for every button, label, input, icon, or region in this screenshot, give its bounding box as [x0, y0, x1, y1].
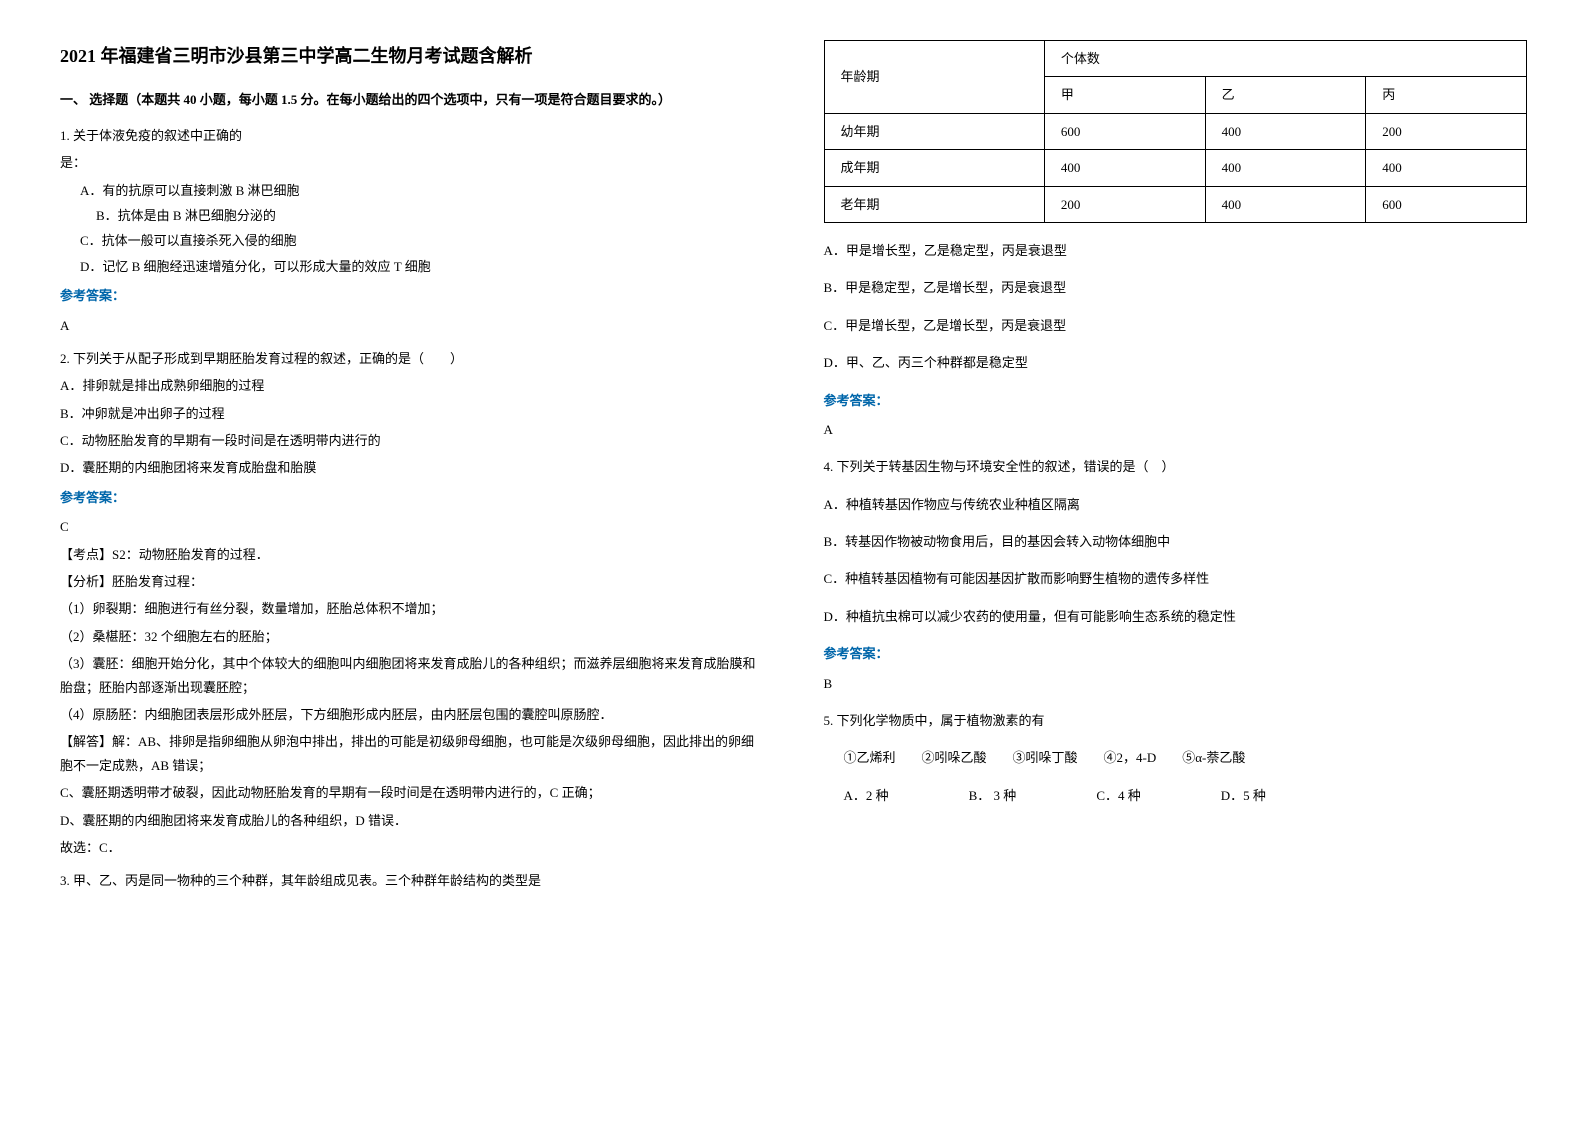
q2-analysis-6: （4）原肠胚：内细胞团表层形成外胚层，下方细胞形成内胚层，由内胚层包围的囊腔叫原… — [60, 703, 764, 726]
q2-analysis-2: 【分析】胚胎发育过程： — [60, 570, 764, 593]
q2-analysis-1: 【考点】S2：动物胚胎发育的过程． — [60, 543, 764, 566]
table-col-c: 丙 — [1366, 77, 1527, 113]
table-cell: 200 — [1044, 186, 1205, 222]
table-cell: 成年期 — [824, 150, 1044, 186]
table-row: 幼年期 600 400 200 — [824, 113, 1527, 149]
q2-option-a: A．排卵就是排出成熟卵细胞的过程 — [60, 374, 764, 397]
q3-stem: 3. 甲、乙、丙是同一物种的三个种群，其年龄组成见表。三个种群年龄结构的类型是 — [60, 869, 764, 892]
q4-option-d: D．种植抗虫棉可以减少农药的使用量，但有可能影响生态系统的稳定性 — [824, 605, 1528, 628]
q2-option-d: D．囊胚期的内细胞团将来发育成胎盘和胎膜 — [60, 456, 764, 479]
table-col-b: 乙 — [1205, 77, 1366, 113]
q4-answer-label: 参考答案： — [824, 642, 1528, 665]
q5-options-line: ①乙烯利 ②吲哚乙酸 ③吲哚丁酸 ④2，4-D ⑤α-萘乙酸 — [844, 746, 1528, 769]
table-cell: 400 — [1205, 113, 1366, 149]
q1-answer-label: 参考答案： — [60, 284, 764, 307]
q2-analysis-5: （3）囊胚：细胞开始分化，其中个体较大的细胞叫内细胞团将来发育成胎儿的各种组织；… — [60, 652, 764, 699]
q3-answer: A — [824, 418, 1528, 441]
table-row: 成年期 400 400 400 — [824, 150, 1527, 186]
q2-analysis-8: C、囊胚期透明带才破裂，因此动物胚胎发育的早期有一段时间是在透明带内进行的，C … — [60, 781, 764, 804]
table-header-age: 年龄期 — [824, 41, 1044, 114]
q2-analysis-9: D、囊胚期的内细胞团将来发育成胎儿的各种组织，D 错误． — [60, 809, 764, 832]
q2-analysis-7: 【解答】解：AB、排卵是指卵细胞从卵泡中排出，排出的可能是初级卵母细胞，也可能是… — [60, 730, 764, 777]
table-cell: 400 — [1366, 150, 1527, 186]
table-cell: 400 — [1044, 150, 1205, 186]
q2-analysis-3: （1）卵裂期：细胞进行有丝分裂，数量增加，胚胎总体积不增加； — [60, 597, 764, 620]
q3-option-d: D．甲、乙、丙三个种群都是稳定型 — [824, 351, 1528, 374]
q3-option-a: A．甲是增长型，乙是稳定型，丙是衰退型 — [824, 239, 1528, 262]
q2-stem: 2. 下列关于从配子形成到早期胚胎发育过程的叙述，正确的是（ ） — [60, 347, 764, 370]
q2-analysis-10: 故选：C． — [60, 836, 764, 859]
q3-answer-label: 参考答案： — [824, 389, 1528, 412]
table-cell: 老年期 — [824, 186, 1044, 222]
q4-stem: 4. 下列关于转基因生物与环境安全性的叙述，错误的是（ ） — [824, 455, 1528, 478]
q4-answer: B — [824, 672, 1528, 695]
q1-answer: A — [60, 314, 764, 337]
table-row: 老年期 200 400 600 — [824, 186, 1527, 222]
q5-ans-a: A．2 种 — [844, 784, 889, 807]
q3-option-b: B．甲是稳定型，乙是增长型，丙是衰退型 — [824, 276, 1528, 299]
question-1: 1. 关于体液免疫的叙述中正确的 是： A．有的抗原可以直接刺激 B 淋巴细胞 … — [60, 124, 764, 337]
q2-option-c: C．动物胚胎发育的早期有一段时间是在透明带内进行的 — [60, 429, 764, 452]
q1-option-b: B．抗体是由 B 淋巴细胞分泌的 — [96, 204, 764, 227]
table-cell: 幼年期 — [824, 113, 1044, 149]
q5-answer-options: A．2 种 B． 3 种 C．4 种 D．5 种 — [844, 784, 1528, 807]
right-column: 年龄期 个体数 甲 乙 丙 幼年期 600 400 200 成年期 400 40… — [824, 40, 1528, 897]
q5-ans-d: D．5 种 — [1221, 784, 1266, 807]
q4-option-a: A．种植转基因作物应与传统农业种植区隔离 — [824, 493, 1528, 516]
q2-answer: C — [60, 515, 764, 538]
q4-option-b: B．转基因作物被动物食用后，目的基因会转入动物体细胞中 — [824, 530, 1528, 553]
table-header-count: 个体数 — [1044, 41, 1526, 77]
q5-stem: 5. 下列化学物质中，属于植物激素的有 — [824, 709, 1528, 732]
q1-option-c: C．抗体一般可以直接杀死入侵的细胞 — [80, 229, 764, 252]
q4-option-c: C．种植转基因植物有可能因基因扩散而影响野生植物的遗传多样性 — [824, 567, 1528, 590]
table-row: 年龄期 个体数 — [824, 41, 1527, 77]
left-column: 2021 年福建省三明市沙县第三中学高二生物月考试题含解析 一、 选择题（本题共… — [60, 40, 764, 897]
q1-stem1: 1. 关于体液免疫的叙述中正确的 — [60, 124, 764, 147]
table-cell: 600 — [1044, 113, 1205, 149]
table-cell: 400 — [1205, 150, 1366, 186]
q2-analysis-4: （2）桑椹胚：32 个细胞左右的胚胎； — [60, 625, 764, 648]
q2-answer-label: 参考答案： — [60, 486, 764, 509]
section-header: 一、 选择题（本题共 40 小题，每小题 1.5 分。在每小题给出的四个选项中，… — [60, 88, 764, 111]
q5-ans-c: C．4 种 — [1096, 784, 1140, 807]
q1-option-a: A．有的抗原可以直接刺激 B 淋巴细胞 — [80, 179, 764, 202]
q2-option-b: B．冲卵就是冲出卵子的过程 — [60, 402, 764, 425]
table-cell: 600 — [1366, 186, 1527, 222]
q5-ans-b: B． 3 种 — [969, 784, 1017, 807]
q1-stem2: 是： — [60, 151, 764, 174]
page-title: 2021 年福建省三明市沙县第三中学高二生物月考试题含解析 — [60, 40, 764, 72]
table-cell: 200 — [1366, 113, 1527, 149]
question-2: 2. 下列关于从配子形成到早期胚胎发育过程的叙述，正确的是（ ） A．排卵就是排… — [60, 347, 764, 859]
q3-option-c: C．甲是增长型，乙是增长型，丙是衰退型 — [824, 314, 1528, 337]
q3-table: 年龄期 个体数 甲 乙 丙 幼年期 600 400 200 成年期 400 40… — [824, 40, 1528, 223]
table-col-a: 甲 — [1044, 77, 1205, 113]
table-cell: 400 — [1205, 186, 1366, 222]
q1-option-d: D．记忆 B 细胞经迅速增殖分化，可以形成大量的效应 T 细胞 — [80, 255, 764, 278]
